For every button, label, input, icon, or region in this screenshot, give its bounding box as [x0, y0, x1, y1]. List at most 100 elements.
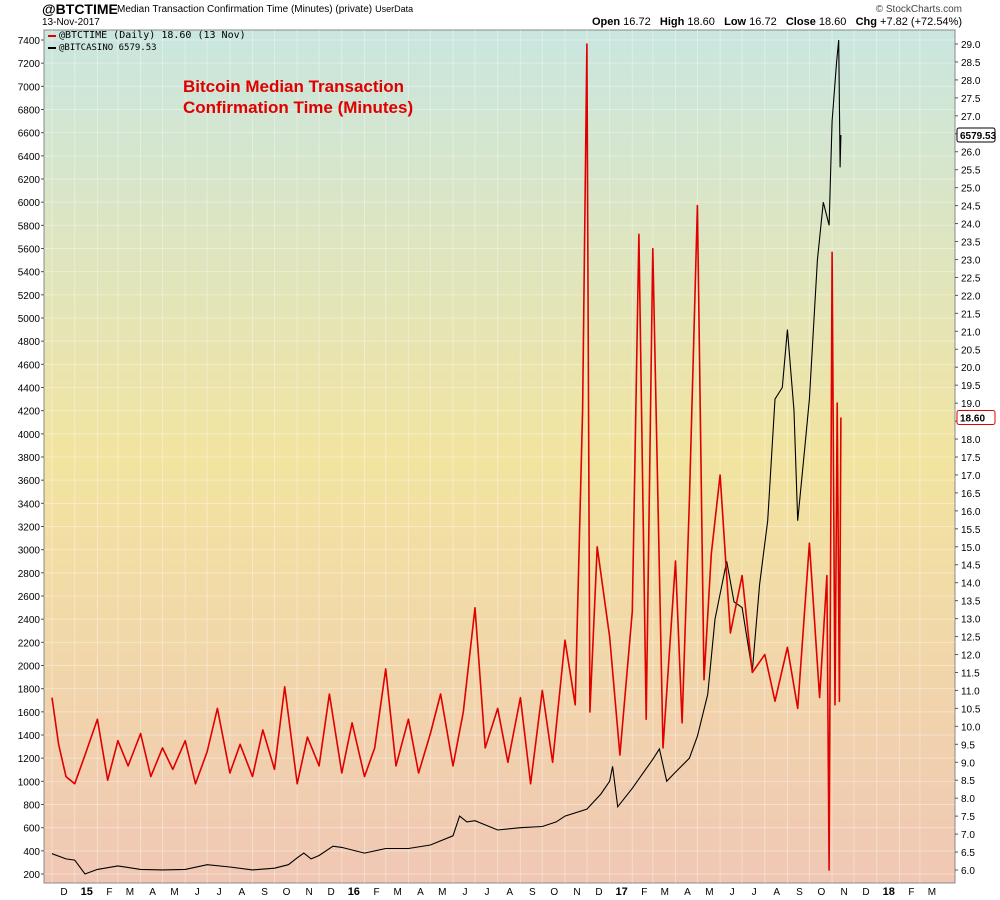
- y-right-tick-label: 16.0: [961, 507, 981, 518]
- y-right-tick-label: 13.5: [961, 597, 981, 608]
- y-right-tick-label: 7.0: [961, 830, 975, 841]
- symbol-description: Median Transaction Confirmation Time (Mi…: [117, 4, 414, 15]
- y-left-tick-label: 7200: [18, 59, 41, 70]
- y-left-tick-label: 3600: [18, 476, 41, 487]
- x-tick-label: A: [684, 887, 691, 898]
- y-right-tick-label: 24.0: [961, 220, 981, 231]
- y-right-tick-label: 11.0: [961, 686, 980, 697]
- y-right-tick-label: 25.0: [961, 184, 981, 195]
- y-left-tick-label: 6800: [18, 106, 41, 117]
- y-left-tick-label: 5200: [18, 291, 41, 302]
- legend-item-btctime[interactable]: @BTCTIME (Daily) 18.60 (13 Nov): [48, 30, 246, 42]
- last-value-bitcasino: 6579.53: [960, 131, 997, 142]
- y-right-tick-label: 6.5: [961, 848, 975, 859]
- y-right-tick-label: 12.5: [961, 633, 981, 644]
- x-tick-label: M: [661, 887, 669, 898]
- x-tick-label: A: [239, 887, 246, 898]
- legend-item-bitcasino[interactable]: @BITCASINO 6579.53: [48, 42, 246, 54]
- y-right-tick-label: 16.5: [961, 489, 981, 500]
- x-tick-label: O: [283, 887, 291, 898]
- y-right-tick-label: 11.5: [961, 668, 980, 679]
- y-left-tick-label: 200: [23, 870, 40, 881]
- x-tick-label: F: [908, 887, 914, 898]
- y-right-tick-label: 21.5: [961, 309, 981, 320]
- x-tick-label: O: [817, 887, 825, 898]
- ohlc-summary: Open 16.72 High 18.60 Low 16.72 Close 18…: [591, 16, 962, 28]
- y-left-tick-label: 6000: [18, 198, 41, 209]
- y-right-tick-label: 28.0: [961, 76, 981, 87]
- x-tick-label: D: [862, 887, 869, 898]
- y-left-tick-label: 5800: [18, 221, 41, 232]
- y-left-tick-label: 1400: [18, 731, 41, 742]
- y-right-tick-label: 23.0: [961, 255, 981, 266]
- y-right-tick-label: 18.0: [961, 435, 981, 446]
- y-right-tick-label: 17.0: [961, 471, 981, 482]
- x-tick-label: S: [261, 887, 268, 898]
- y-left-tick-label: 2200: [18, 638, 41, 649]
- x-tick-label: A: [506, 887, 513, 898]
- x-tick-label: N: [840, 887, 847, 898]
- last-value-bitcasino-box: [956, 127, 996, 143]
- y-left-tick-label: 1200: [18, 754, 41, 765]
- black-swatch-icon: [48, 47, 56, 49]
- y-left-tick-label: 1000: [18, 777, 41, 788]
- y-left-tick-label: 4200: [18, 407, 41, 418]
- symbol-title: @BTCTIME: [42, 1, 118, 17]
- x-tick-label: J: [217, 887, 222, 898]
- y-left-tick-label: 2800: [18, 569, 41, 580]
- y-left-tick-label: 6200: [18, 175, 41, 186]
- y-right-tick-label: 10.5: [961, 704, 981, 715]
- y-left-tick-label: 4000: [18, 430, 41, 441]
- y-left-tick-label: 4400: [18, 384, 41, 395]
- x-tick-label: J: [195, 887, 200, 898]
- y-right-tick-label: 9.0: [961, 758, 975, 769]
- y-right-tick-label: 20.5: [961, 345, 981, 356]
- y-right-tick-label: 24.5: [961, 202, 981, 213]
- y-left-tick-label: 3400: [18, 499, 41, 510]
- brand-logo[interactable]: © StockCharts.com: [875, 4, 962, 15]
- x-tick-label: 17: [615, 886, 627, 898]
- series-line-btctime: [51, 43, 842, 871]
- y-right-tick-label: 28.5: [961, 58, 981, 69]
- y-left-tick-label: 1800: [18, 685, 41, 696]
- y-left-tick-label: 6400: [18, 152, 41, 163]
- last-value-btctime: 18.60: [960, 413, 985, 424]
- chart-date: 13-Nov-2017: [42, 17, 100, 28]
- x-tick-label: S: [529, 887, 536, 898]
- data-source: UserData: [375, 4, 414, 14]
- y-right-tick-label: 13.0: [961, 615, 981, 626]
- y-right-tick-label: 27.0: [961, 112, 981, 123]
- y-left-tick-label: 6600: [18, 129, 41, 140]
- chart-legend: @BTCTIME (Daily) 18.60 (13 Nov) @BITCASI…: [48, 30, 246, 54]
- x-tick-label: D: [595, 887, 602, 898]
- x-tick-label: N: [573, 887, 580, 898]
- x-tick-label: M: [928, 887, 936, 898]
- y-right-tick-label: 27.5: [961, 94, 981, 105]
- y-right-tick-label: 9.5: [961, 740, 975, 751]
- x-tick-label: F: [641, 887, 647, 898]
- y-right-tick-label: 25.5: [961, 166, 981, 177]
- y-left-tick-label: 400: [23, 847, 40, 858]
- y-left-tick-label: 2000: [18, 662, 41, 673]
- x-tick-label: A: [417, 887, 424, 898]
- x-tick-label: J: [484, 887, 489, 898]
- x-tick-label: A: [149, 887, 156, 898]
- y-right-tick-label: 6.0: [961, 866, 975, 877]
- x-tick-label: A: [773, 887, 780, 898]
- y-left-tick-label: 4600: [18, 360, 41, 371]
- x-tick-label: M: [705, 887, 713, 898]
- x-tick-label: S: [796, 887, 803, 898]
- y-left-tick-label: 3200: [18, 523, 41, 534]
- y-right-tick-label: 29.0: [961, 40, 981, 51]
- x-tick-label: N: [306, 887, 313, 898]
- y-right-tick-label: 17.5: [961, 453, 981, 464]
- y-left-tick-label: 800: [23, 801, 40, 812]
- x-tick-label: M: [126, 887, 134, 898]
- last-value-btctime-box: [956, 409, 996, 425]
- x-tick-label: J: [752, 887, 757, 898]
- x-tick-label: 16: [348, 886, 360, 898]
- y-left-tick-label: 4800: [18, 337, 41, 348]
- y-left-tick-label: 1600: [18, 708, 41, 719]
- x-tick-label: 18: [883, 886, 895, 898]
- y-right-tick-label: 15.0: [961, 543, 981, 554]
